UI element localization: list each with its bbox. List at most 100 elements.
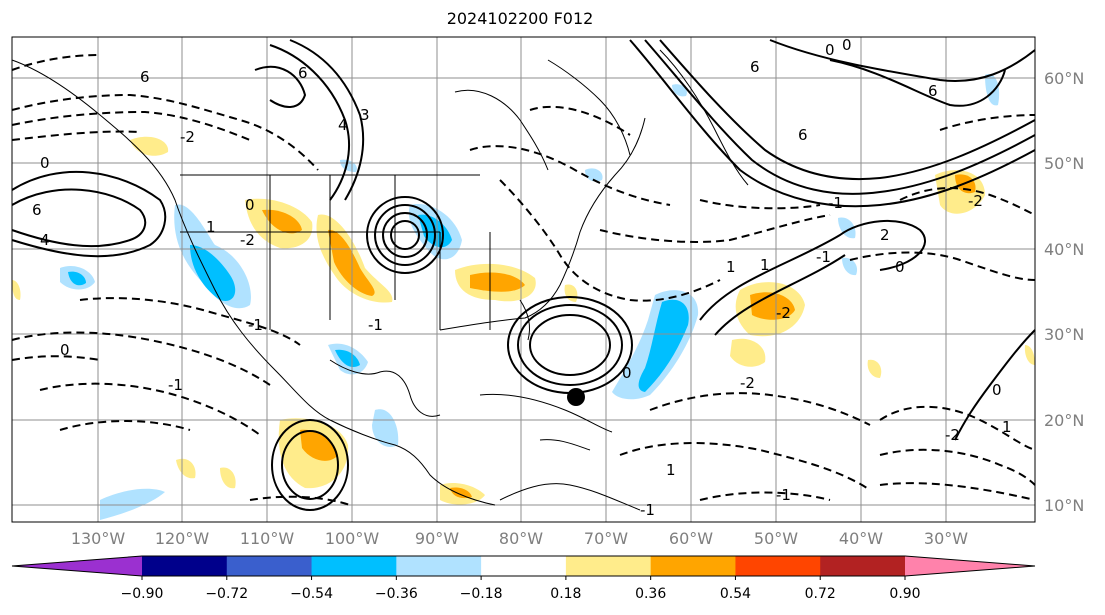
- contour-label: 1: [666, 461, 676, 479]
- colorbar-tick-label: −0.72: [205, 586, 248, 602]
- lon-label: 60°W: [669, 529, 713, 548]
- contour-label: 0: [842, 36, 852, 54]
- contour-label: -2: [945, 426, 960, 444]
- cyclone-contour-ring: [529, 314, 611, 376]
- contour-label: -1: [828, 194, 843, 212]
- lon-label: 130°W: [71, 529, 126, 548]
- anomaly-fill-layer: [12, 74, 1035, 520]
- colorbar: −0.90 −0.72 −0.54 −0.36 −0.18 0.18 0.36 0.54 0.7…: [11, 555, 1036, 602]
- contour-label: 6: [298, 64, 308, 82]
- colorbar-tick-label: 0.54: [720, 586, 751, 602]
- contour-label: 0: [245, 196, 255, 214]
- contour-label: 4: [40, 231, 50, 249]
- colorbar-segment: [820, 556, 906, 576]
- lon-label: 30°W: [924, 529, 968, 548]
- contour-label: -2: [240, 231, 255, 249]
- colorbar-segment: [481, 556, 567, 576]
- lat-label: 60°N: [1044, 69, 1084, 88]
- contour-label: 0: [992, 381, 1002, 399]
- lat-label: 20°N: [1044, 411, 1084, 430]
- contour-label: 6: [928, 82, 938, 100]
- map-panel: 6 6 6 6 6 6 0 0 0 -2 4 4 3 1 -2 0 -1 -1 …: [11, 36, 1036, 523]
- negative-anomaly-patch: [985, 74, 1000, 106]
- lon-label: 100°W: [325, 529, 380, 548]
- positive-anomaly-patch: [867, 359, 882, 378]
- negative-anomaly-patch: [335, 349, 360, 368]
- colorbar-segment: [142, 556, 228, 576]
- colorbar-tick-label: −0.54: [290, 586, 333, 602]
- negative-anomaly-patch: [190, 245, 236, 301]
- lat-label: 50°N: [1044, 154, 1084, 173]
- positive-anomaly-patch: [130, 136, 169, 156]
- contour-label: 1: [206, 218, 216, 236]
- lon-label: 40°W: [839, 529, 883, 548]
- cyclone-contour-ring: [374, 204, 436, 266]
- contour-label: 0: [40, 154, 50, 172]
- graticule: [12, 37, 1035, 522]
- cyclone-contour-ring: [390, 220, 420, 250]
- contour-label: -1: [368, 316, 383, 334]
- contour-label: 0: [895, 258, 905, 276]
- cyclone-contour-ring: [382, 212, 428, 258]
- contour-label: -1: [776, 486, 791, 504]
- contour-label: -1: [248, 316, 263, 334]
- cyclone-contour-ring: [366, 196, 444, 274]
- lon-label: 110°W: [240, 529, 295, 548]
- positive-anomaly-patch: [300, 429, 338, 461]
- positive-anomaly-patch: [470, 272, 525, 292]
- contour-label: 6: [32, 201, 42, 219]
- latitude-labels: 60°N 50°N 40°N 30°N 20°N 10°N: [1044, 69, 1084, 515]
- colorbar-tick-label: −0.18: [460, 586, 503, 602]
- cyclone-contour-ring: [281, 430, 339, 500]
- contour-label: 4: [338, 116, 348, 134]
- negative-anomaly-patch: [100, 488, 165, 520]
- colorbar-tick-label: 0.18: [550, 586, 581, 602]
- positive-anomaly-patch: [220, 467, 236, 489]
- contour-label: 1: [726, 258, 736, 276]
- negative-anomaly-patch: [842, 257, 858, 276]
- negative-anomaly-patch: [672, 84, 687, 97]
- contour-label: 6: [798, 126, 808, 144]
- longitude-labels: 130°W 120°W 110°W 100°W 90°W 80°W 70°W 6…: [71, 529, 968, 548]
- colorbar-extend-high: [905, 556, 1035, 576]
- positive-anomaly-patch: [12, 280, 21, 300]
- colorbar-tick-label: −0.36: [375, 586, 418, 602]
- contour-label: 0: [825, 41, 835, 59]
- lon-label: 50°W: [754, 529, 798, 548]
- colorbar-segment: [396, 556, 482, 576]
- lat-label: 40°N: [1044, 240, 1084, 259]
- colorbar-tick-label: 0.36: [635, 586, 666, 602]
- dashed-contours: [11, 54, 1036, 506]
- contour-label: -2: [740, 374, 755, 392]
- lat-label: 30°N: [1044, 325, 1084, 344]
- positive-anomaly-patch: [730, 338, 766, 367]
- cyclone-contour-ring: [271, 419, 349, 511]
- contour-label: -2: [968, 192, 983, 210]
- positive-anomaly-patch: [450, 487, 472, 499]
- contour-label: -1: [816, 248, 831, 266]
- positive-anomaly-patch: [328, 229, 375, 296]
- lon-label: 70°W: [584, 529, 628, 548]
- positive-anomaly-patch: [262, 209, 302, 234]
- contour-label: 0: [60, 341, 70, 359]
- contour-label: 3: [360, 106, 370, 124]
- colorbar-extend-low: [12, 556, 142, 576]
- cyclone-contour-ring: [517, 304, 623, 386]
- colorbar-segment: [650, 556, 736, 576]
- negative-anomaly-patch: [372, 409, 399, 448]
- colorbar-segment: [735, 556, 821, 576]
- contour-labels: 6 6 6 6 6 6 0 0 0 -2 4 4 3 1 -2 0 -1 -1 …: [32, 36, 1012, 519]
- colorbar-segment: [311, 556, 397, 576]
- contour-label: 1: [1002, 418, 1012, 436]
- lat-label: 10°N: [1044, 496, 1084, 515]
- contour-label: 2: [880, 226, 890, 244]
- lon-label: 90°W: [415, 529, 459, 548]
- negative-anomaly-patch: [838, 217, 856, 239]
- positive-anomaly-patch: [176, 458, 196, 479]
- colorbar-segment: [565, 556, 652, 576]
- lon-label: 80°W: [499, 529, 543, 548]
- contour-label: 6: [140, 68, 150, 86]
- contour-label: -1: [640, 501, 655, 519]
- negative-anomaly-patch: [638, 299, 689, 392]
